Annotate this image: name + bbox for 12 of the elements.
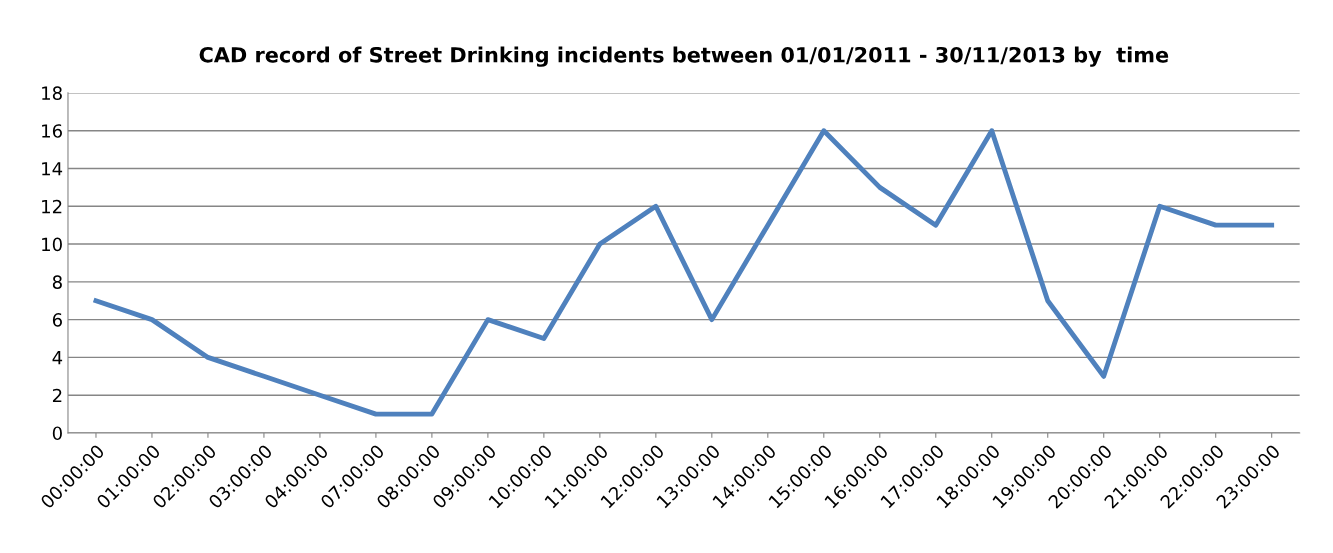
- y-tick-label: 8: [52, 275, 62, 289]
- y-tick-label: 2: [52, 388, 62, 403]
- line-series: [93, 128, 1275, 417]
- chart-title: CAD record of Street Drinking incidents between 01/01/2011 - 30/11/2013 by time: [199, 46, 1169, 67]
- y-tick-label: 16: [42, 124, 62, 138]
- y-tick-label: 14: [42, 162, 63, 176]
- y-tick-label: 18: [42, 86, 62, 101]
- y-tick-label: 4: [52, 351, 63, 365]
- y-tick-label: 12: [42, 199, 62, 214]
- y-tick-label: 6: [52, 313, 62, 327]
- y-tick-label: 0: [52, 426, 62, 441]
- y-tick-label: 10: [42, 237, 62, 252]
